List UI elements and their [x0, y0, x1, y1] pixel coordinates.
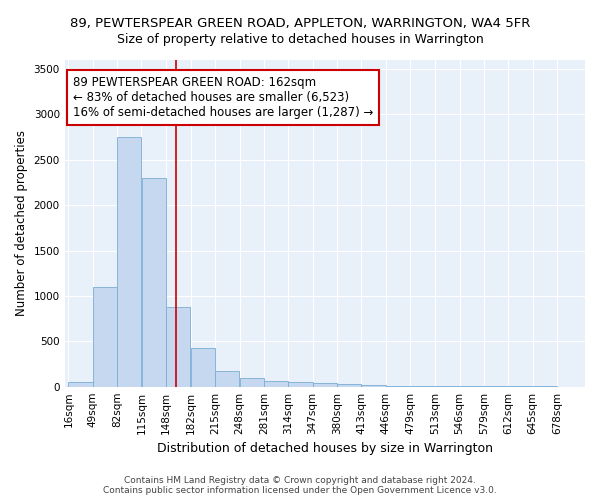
Bar — [289, 382, 313, 386]
Bar — [264, 381, 288, 386]
X-axis label: Distribution of detached houses by size in Warrington: Distribution of detached houses by size … — [157, 442, 493, 455]
Bar — [68, 382, 92, 386]
Text: Contains public sector information licensed under the Open Government Licence v3: Contains public sector information licen… — [103, 486, 497, 495]
Text: Contains HM Land Registry data © Crown copyright and database right 2024.: Contains HM Land Registry data © Crown c… — [124, 476, 476, 485]
Y-axis label: Number of detached properties: Number of detached properties — [15, 130, 28, 316]
Bar — [361, 385, 386, 386]
Text: 89, PEWTERSPEAR GREEN ROAD, APPLETON, WARRINGTON, WA4 5FR: 89, PEWTERSPEAR GREEN ROAD, APPLETON, WA… — [70, 18, 530, 30]
Text: Size of property relative to detached houses in Warrington: Size of property relative to detached ho… — [116, 32, 484, 46]
Text: 89 PEWTERSPEAR GREEN ROAD: 162sqm
← 83% of detached houses are smaller (6,523)
1: 89 PEWTERSPEAR GREEN ROAD: 162sqm ← 83% … — [73, 76, 373, 120]
Bar — [191, 348, 215, 387]
Bar — [313, 383, 337, 386]
Bar — [215, 372, 239, 386]
Bar — [142, 178, 166, 386]
Bar — [239, 378, 264, 386]
Bar — [93, 287, 117, 386]
Bar — [337, 384, 361, 386]
Bar — [166, 307, 190, 386]
Bar — [117, 137, 142, 386]
